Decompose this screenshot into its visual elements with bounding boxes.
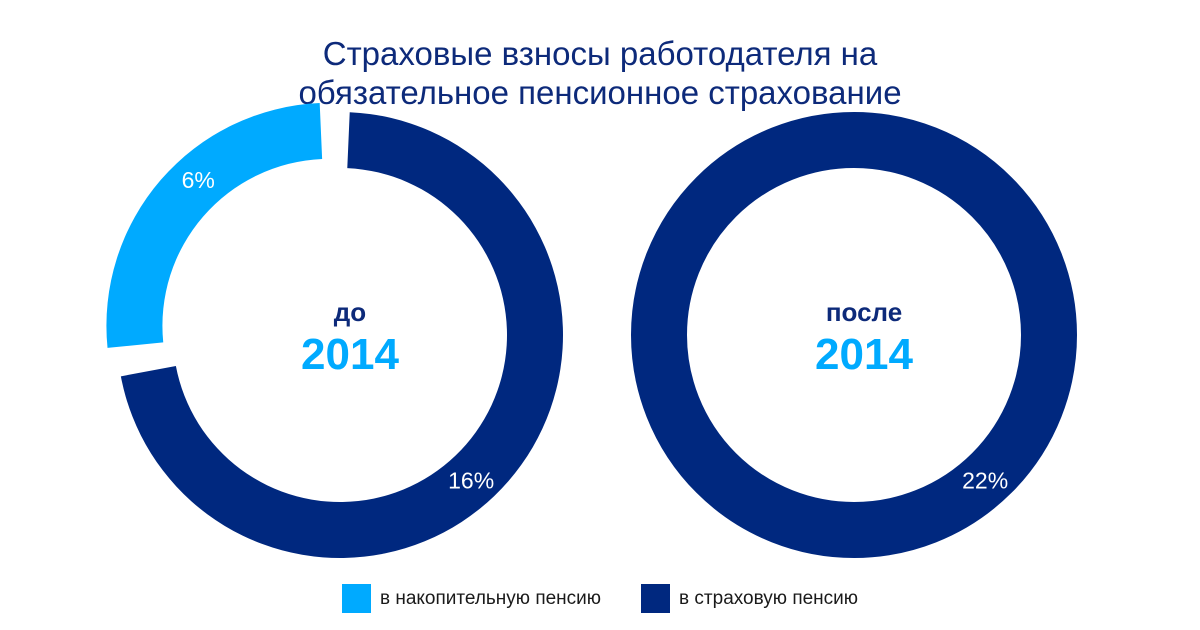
- chart-title-line-1: Страховые взносы работодателя на: [322, 35, 878, 73]
- center-label: до: [334, 297, 366, 327]
- slice-label-insurance: 16%: [448, 468, 494, 494]
- slice-label-funded: 6%: [182, 167, 215, 193]
- center-year: 2014: [301, 330, 399, 379]
- center-label: после: [826, 297, 902, 327]
- legend-swatch-insurance: [641, 584, 671, 613]
- slice-label-insurance: 22%: [962, 468, 1008, 494]
- donut-slice-funded: [106, 103, 323, 348]
- chart-title: Страховые взносы работодателя на обязате…: [0, 34, 1200, 112]
- legend-label-insurance: в страховую пенсию: [679, 587, 859, 609]
- legend-item-insurance: в страховую пенсию: [641, 584, 858, 613]
- legend-swatch-funded: [341, 584, 371, 613]
- chart-title-line-2: обязательное пенсионное страхование: [298, 74, 902, 112]
- legend-item-funded: в накопительную пенсию: [341, 584, 602, 613]
- legend: в накопительную пенсию в страховую пенси…: [0, 584, 1200, 613]
- legend-label-funded: в накопительную пенсию: [379, 587, 602, 609]
- donut-slice-insurance: [631, 112, 1077, 558]
- center-year: 2014: [815, 330, 913, 379]
